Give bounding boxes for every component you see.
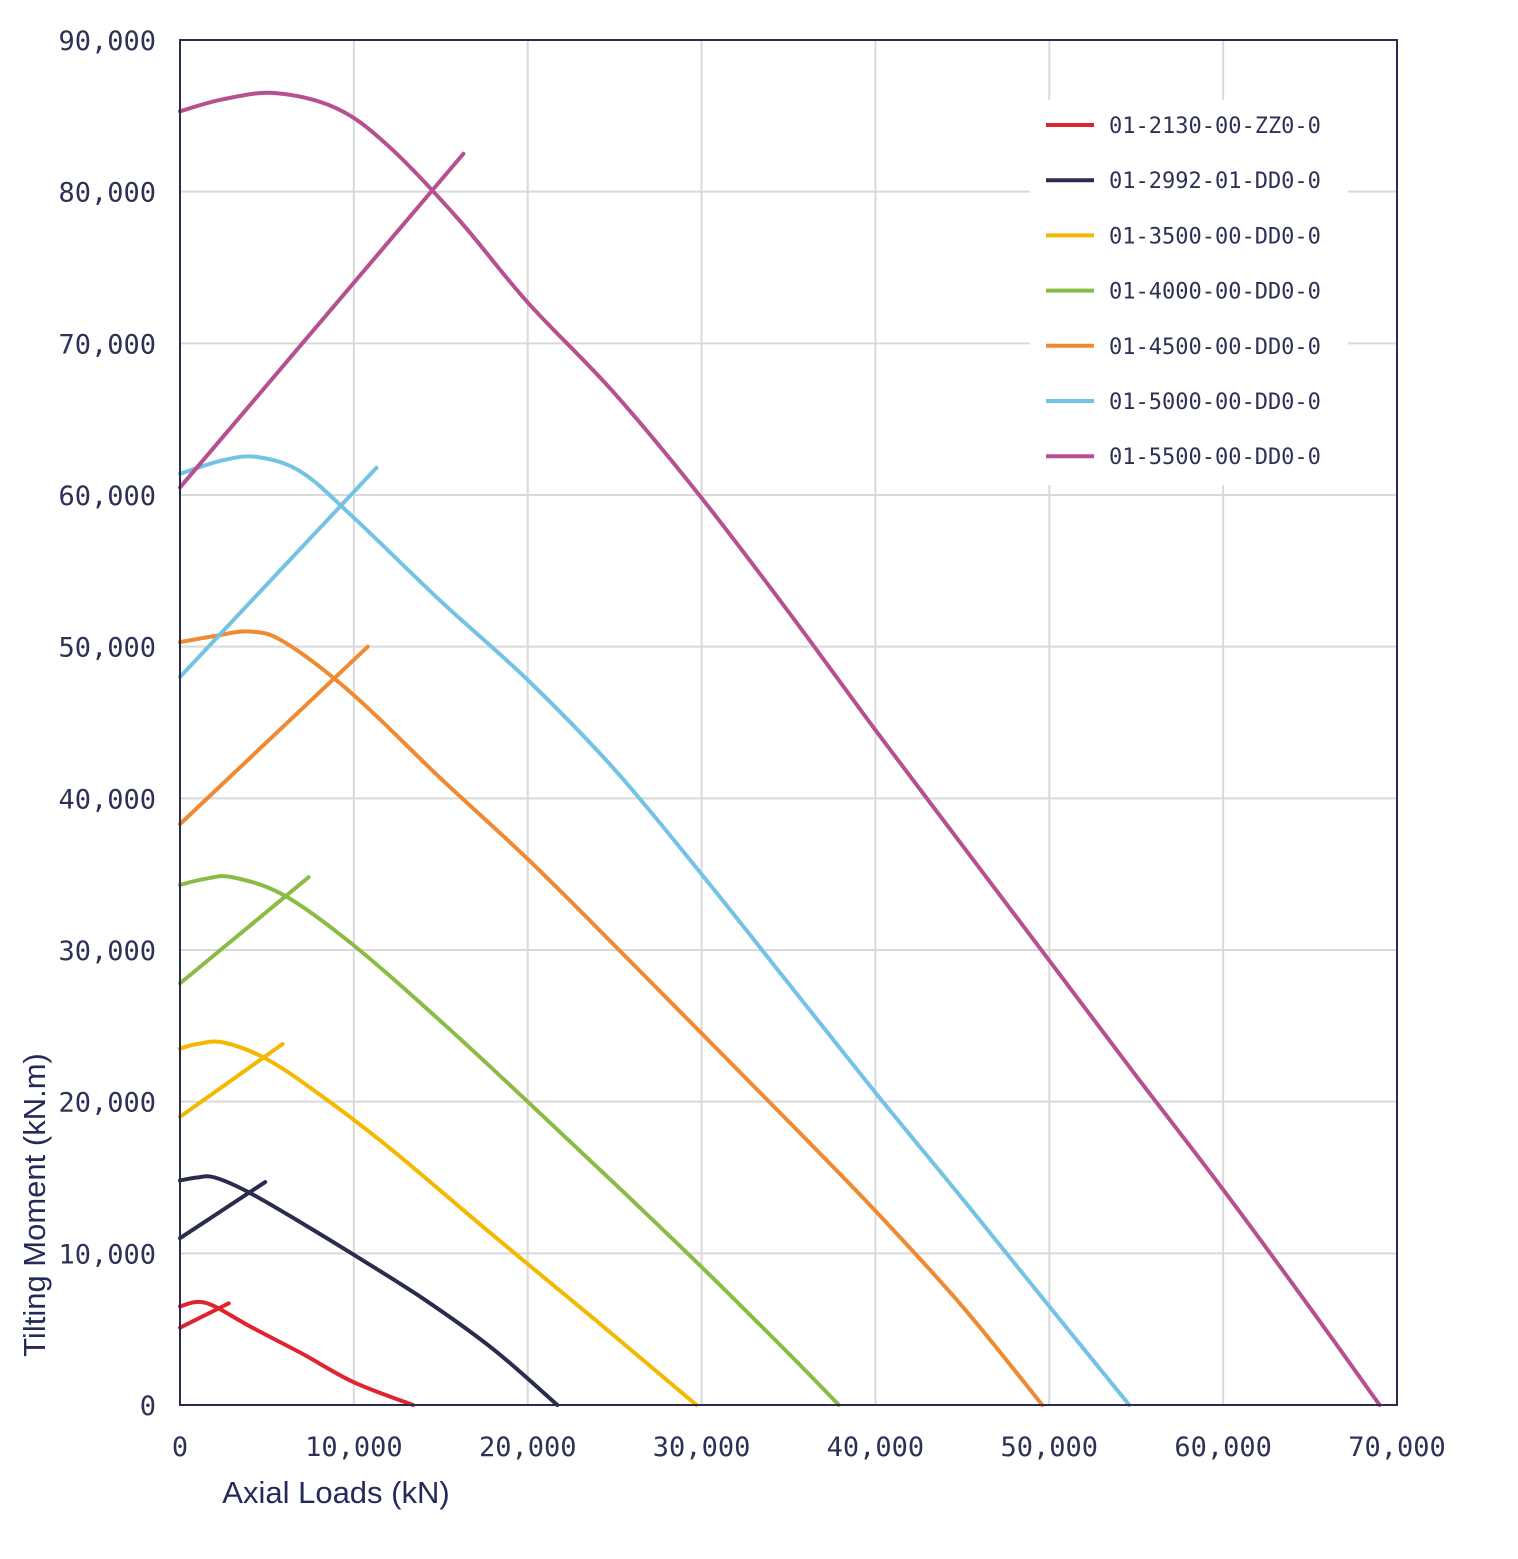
legend: 01-2130-00-ZZ0-0 01-2992-01-DD0-0 01-3500-… — [1030, 100, 1348, 485]
x-tick-label: 0 — [172, 1432, 188, 1463]
x-tick-label: 20,000 — [479, 1432, 577, 1463]
x-tick-label: 10,000 — [305, 1432, 403, 1463]
series-6 — [178, 454, 1132, 1407]
series-curve — [178, 454, 1132, 1407]
series-1 — [178, 1299, 415, 1407]
y-tick-label: 50,000 — [58, 633, 156, 664]
y-tick-label: 90,000 — [58, 26, 156, 57]
series-limit-line — [178, 644, 370, 827]
x-tick-label: 70,000 — [1348, 1432, 1446, 1463]
series-limit-line — [178, 151, 466, 490]
series-limit-line — [178, 1180, 268, 1241]
legend-item: 01-4500-00-DD0-0 — [1046, 335, 1321, 360]
y-axis-ticks: 0 10,000 20,000 30,000 40,000 50,000 60,000 70,… — [58, 26, 156, 1422]
y-tick-label: 80,000 — [58, 178, 156, 209]
legend-label: 01-2992-01-DD0-0 — [1109, 169, 1321, 194]
series-curve — [178, 90, 1382, 1407]
series-lines — [178, 90, 1382, 1407]
legend-item: 01-5000-00-DD0-0 — [1046, 390, 1321, 415]
x-axis-title: Axial Loads (kN) — [222, 1475, 449, 1510]
series-2 — [178, 1174, 560, 1407]
legend-item: 01-5500-00-DD0-0 — [1046, 445, 1321, 470]
series-limit-line — [178, 465, 379, 679]
plot-frame — [179, 39, 1398, 1406]
y-tick-label: 30,000 — [58, 936, 156, 967]
legend-label: 01-2130-00-ZZ0-0 — [1109, 114, 1321, 139]
legend-label: 01-3500-00-DD0-0 — [1109, 224, 1321, 249]
series-7 — [178, 90, 1382, 1407]
y-axis-title: Tilting Moment (kN.m) — [17, 1053, 52, 1357]
series-4 — [178, 874, 841, 1407]
legend-label: 01-4500-00-DD0-0 — [1109, 335, 1321, 360]
y-tick-label: 40,000 — [58, 784, 156, 815]
series-limit-line — [178, 875, 311, 986]
series-limit-line — [178, 1301, 231, 1330]
legend-item: 01-2130-00-ZZ0-0 — [1046, 114, 1321, 139]
series-limit-line — [178, 1042, 285, 1119]
series-curve — [178, 1174, 560, 1407]
series-curve — [178, 1039, 699, 1407]
series-curve — [178, 874, 841, 1407]
legend-item: 01-2992-01-DD0-0 — [1046, 169, 1321, 194]
y-tick-label: 0 — [140, 1391, 156, 1422]
y-tick-label: 60,000 — [58, 481, 156, 512]
y-tick-label: 10,000 — [58, 1239, 156, 1270]
series-curve — [178, 629, 1045, 1407]
y-tick-label: 70,000 — [58, 329, 156, 360]
series-curve — [178, 1299, 415, 1407]
series-5 — [178, 629, 1045, 1407]
series-3 — [178, 1039, 699, 1407]
x-tick-label: 50,000 — [1001, 1432, 1099, 1463]
legend-label: 01-5000-00-DD0-0 — [1109, 390, 1321, 415]
x-tick-label: 60,000 — [1174, 1432, 1272, 1463]
legend-label: 01-4000-00-DD0-0 — [1109, 280, 1321, 305]
legend-item: 01-4000-00-DD0-0 — [1046, 280, 1321, 305]
x-tick-label: 40,000 — [827, 1432, 925, 1463]
legend-item: 01-3500-00-DD0-0 — [1046, 224, 1321, 249]
x-axis-ticks: 0 10,000 20,000 30,000 40,000 50,000 60,000 70,… — [172, 1432, 1446, 1463]
y-tick-label: 20,000 — [58, 1088, 156, 1119]
x-tick-label: 30,000 — [653, 1432, 751, 1463]
legend-label: 01-5500-00-DD0-0 — [1109, 445, 1321, 470]
